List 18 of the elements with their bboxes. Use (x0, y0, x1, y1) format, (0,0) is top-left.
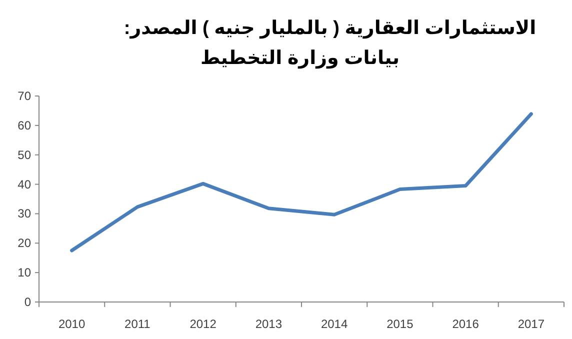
xtick: 2012 (190, 317, 216, 331)
ytick: 50 (18, 148, 31, 162)
ytick: 20 (18, 236, 31, 250)
title: الاستثمارات العقارية ( بالمليار جنيه ) المصدر: (124, 18, 536, 39)
xtick: 2015 (386, 317, 414, 331)
ytick: 10 (18, 266, 31, 280)
xtick: 2014 (320, 317, 348, 331)
xtick: 2016 (452, 317, 479, 331)
ytick: 70 (18, 89, 31, 103)
xtick: 2017 (518, 317, 545, 331)
ytick: 30 (18, 206, 31, 221)
ytick: 40 (18, 177, 31, 192)
ytick: 0 (24, 295, 31, 309)
ytick: 60 (18, 118, 31, 132)
xtick: 2010 (58, 317, 86, 331)
subtitle: بيانات وزارة التخطيط (200, 48, 400, 69)
xtick: 2011 (124, 317, 150, 331)
xtick: 2013 (255, 317, 282, 331)
